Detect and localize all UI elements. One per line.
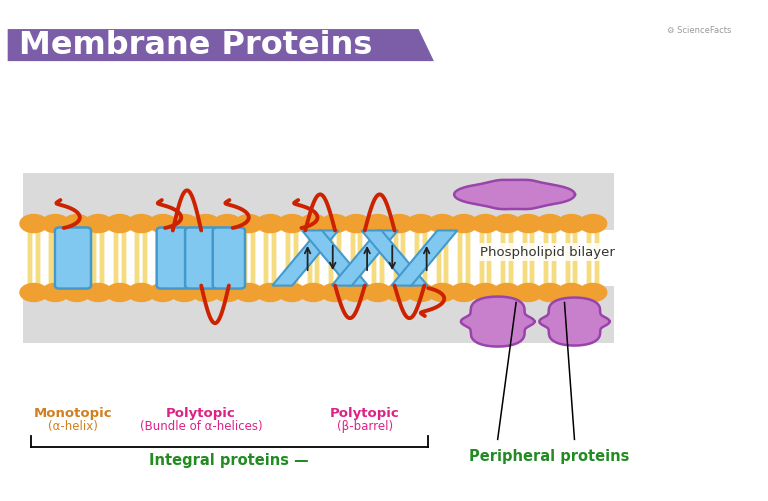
Circle shape [257, 214, 284, 232]
Circle shape [407, 214, 435, 232]
Circle shape [450, 284, 478, 302]
Circle shape [493, 214, 521, 232]
Circle shape [63, 284, 91, 302]
Circle shape [235, 214, 263, 232]
Circle shape [192, 284, 220, 302]
Polygon shape [302, 230, 368, 286]
Circle shape [84, 214, 112, 232]
Circle shape [579, 284, 607, 302]
Circle shape [214, 214, 241, 232]
Circle shape [192, 214, 220, 232]
Polygon shape [391, 230, 458, 286]
Circle shape [343, 214, 370, 232]
Text: Peripheral proteins: Peripheral proteins [469, 449, 629, 464]
Circle shape [536, 284, 564, 302]
Circle shape [170, 214, 198, 232]
Circle shape [127, 284, 155, 302]
Circle shape [472, 214, 499, 232]
Circle shape [407, 284, 435, 302]
Circle shape [278, 214, 306, 232]
Text: (Bundle of α-helices): (Bundle of α-helices) [140, 420, 263, 433]
Polygon shape [454, 180, 575, 209]
FancyBboxPatch shape [185, 227, 217, 289]
Polygon shape [272, 230, 338, 286]
Text: Polytopic: Polytopic [166, 407, 236, 420]
Circle shape [579, 214, 607, 232]
Circle shape [149, 214, 177, 232]
Text: Polytopic: Polytopic [330, 407, 399, 420]
Circle shape [127, 214, 155, 232]
Circle shape [429, 214, 456, 232]
Text: (α-helix): (α-helix) [48, 420, 98, 433]
Circle shape [558, 214, 585, 232]
Circle shape [149, 284, 177, 302]
Circle shape [84, 284, 112, 302]
Circle shape [429, 284, 456, 302]
Circle shape [300, 214, 327, 232]
Circle shape [41, 214, 69, 232]
Circle shape [214, 284, 241, 302]
Circle shape [536, 214, 564, 232]
Text: ⚙ ScienceFacts: ⚙ ScienceFacts [667, 26, 731, 35]
Polygon shape [362, 230, 428, 286]
Circle shape [20, 284, 48, 302]
Circle shape [106, 214, 134, 232]
Polygon shape [332, 230, 398, 286]
Circle shape [41, 284, 69, 302]
Text: Integral proteins —: Integral proteins — [150, 453, 309, 468]
Bar [23, 230, 614, 286]
Circle shape [278, 284, 306, 302]
Circle shape [300, 284, 327, 302]
Circle shape [106, 284, 134, 302]
Bar [23, 173, 614, 343]
Text: (β-barrel): (β-barrel) [336, 420, 393, 433]
FancyBboxPatch shape [55, 227, 91, 289]
Circle shape [493, 284, 521, 302]
Circle shape [558, 284, 585, 302]
Text: Monotopic: Monotopic [34, 407, 112, 420]
Circle shape [515, 214, 542, 232]
Circle shape [343, 284, 370, 302]
FancyBboxPatch shape [157, 227, 189, 289]
Text: Phospholipid bilayer: Phospholipid bilayer [480, 245, 615, 259]
Circle shape [235, 284, 263, 302]
Circle shape [321, 214, 349, 232]
Circle shape [321, 284, 349, 302]
Circle shape [20, 214, 48, 232]
Circle shape [386, 214, 413, 232]
Circle shape [386, 284, 413, 302]
Text: Membrane Proteins: Membrane Proteins [19, 30, 372, 61]
Polygon shape [461, 297, 535, 347]
Circle shape [364, 284, 392, 302]
Circle shape [170, 284, 198, 302]
Circle shape [63, 214, 91, 232]
Circle shape [364, 214, 392, 232]
Polygon shape [8, 29, 434, 61]
Circle shape [472, 284, 499, 302]
Circle shape [257, 284, 284, 302]
Polygon shape [539, 298, 610, 346]
Circle shape [515, 284, 542, 302]
Circle shape [450, 214, 478, 232]
FancyBboxPatch shape [213, 227, 245, 289]
